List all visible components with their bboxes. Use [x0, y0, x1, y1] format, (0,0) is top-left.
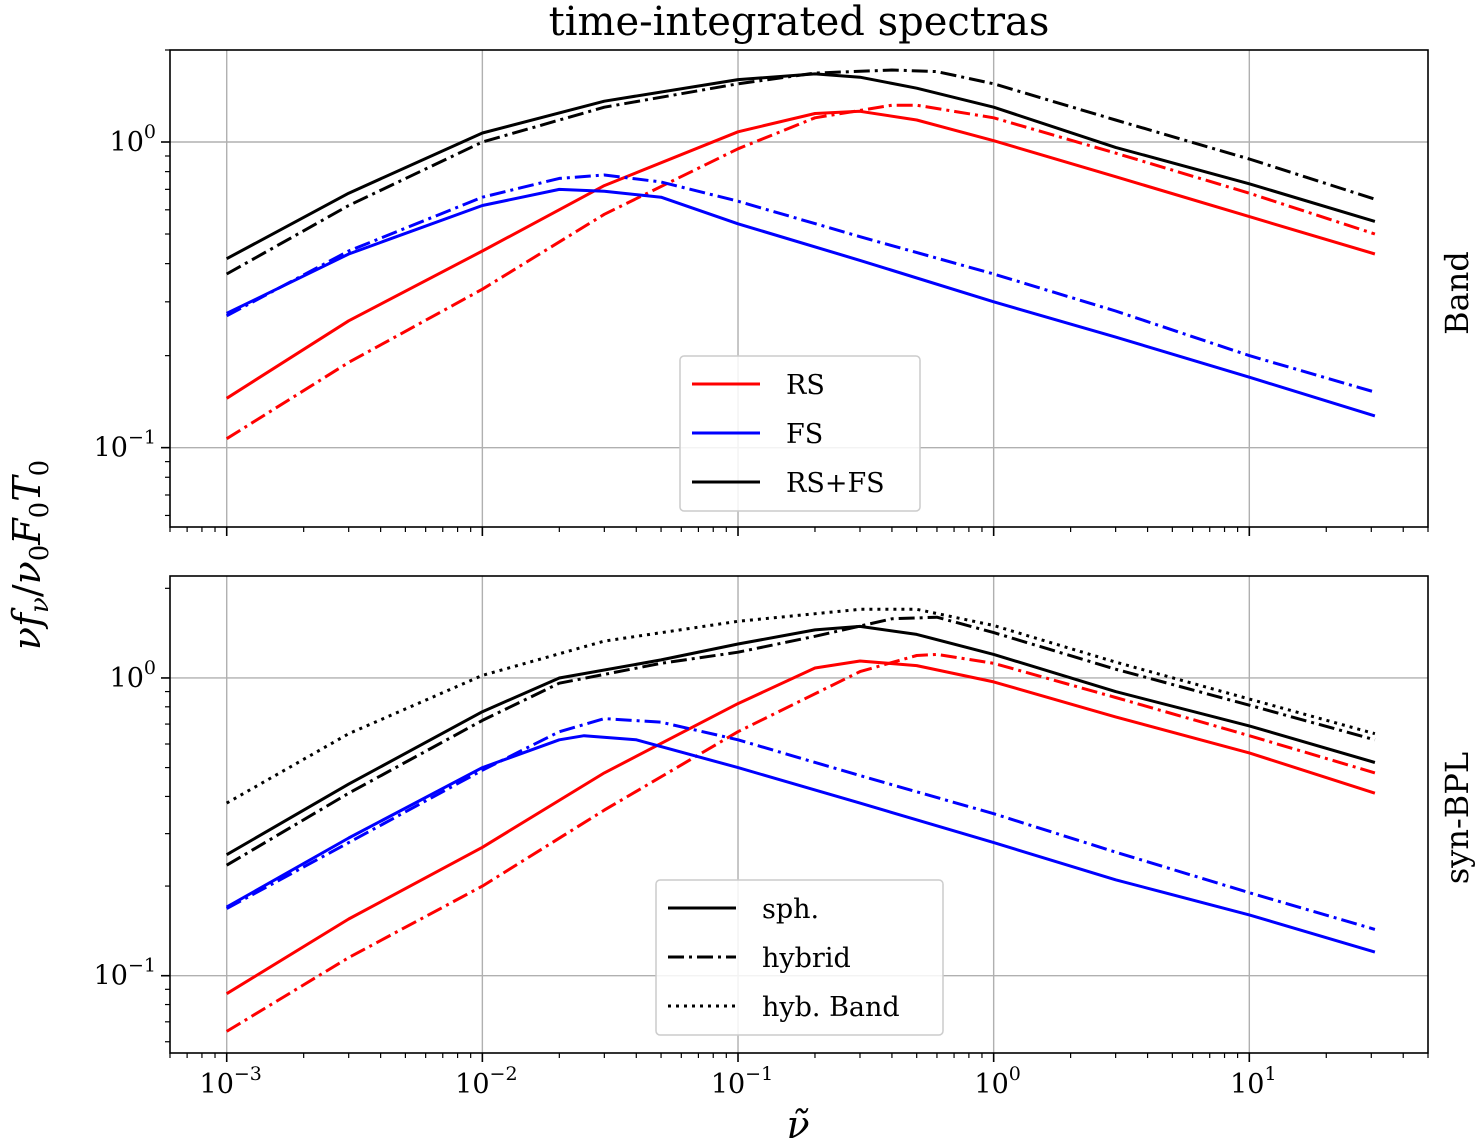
x-tick-label: 10−2	[455, 1063, 517, 1100]
chart-title: time-integrated spectras	[549, 0, 1050, 45]
y-axis-label: νfν/ν0F0T0	[5, 460, 55, 650]
series-rs-hybrid	[225, 652, 1376, 1033]
series-rs-fs-hybrid	[225, 68, 1376, 276]
panel-label: Band	[1438, 251, 1476, 335]
series-group	[225, 607, 1376, 1033]
series-group	[225, 68, 1376, 440]
legend-label: hyb. Band	[762, 992, 900, 1023]
legend-label: RS+FS	[786, 468, 885, 499]
series-fs-sph-	[225, 734, 1376, 954]
legend-label: hybrid	[762, 943, 851, 974]
legend: sph. hybrid hyb. Band	[655, 879, 944, 1036]
series-fs-hybrid	[225, 717, 1376, 931]
plot-frame	[169, 49, 1429, 528]
svg-text:νfν/ν0F0T0: νfν/ν0F0T0	[5, 460, 55, 650]
x-tick-label: 100	[974, 1063, 1020, 1100]
panel-syn-bpl: 100 10−1 10−3 10−2 10−1 100 101 syn-BPL sph. hybr…	[94, 575, 1476, 1100]
series-rs-sph-	[225, 109, 1376, 400]
y-tick-label: 100	[110, 121, 156, 158]
panel-band: 100 10−1 Band RS FS RS+FS	[94, 49, 1476, 536]
series-rs-hybrid	[225, 103, 1376, 440]
series-fs-sph-	[226, 187, 1376, 418]
plot-frame	[169, 575, 1429, 1054]
x-tick-label: 10−3	[200, 1063, 262, 1100]
legend-box	[679, 355, 921, 512]
legend-label: sph.	[762, 894, 819, 925]
series-rs-fs-sph-	[225, 72, 1376, 261]
y-tick-label: 10−1	[94, 955, 156, 992]
x-tick-label: 101	[1230, 1063, 1276, 1100]
series-rs-fs-sph-	[225, 624, 1376, 856]
y-tick-label: 100	[110, 657, 156, 694]
y-tick-label: 10−1	[94, 427, 156, 464]
series-fs-hybrid	[225, 173, 1376, 394]
panel-label: syn-BPL	[1438, 752, 1476, 884]
legend: RS FS RS+FS	[679, 355, 921, 512]
series-rs-sph-	[225, 659, 1376, 995]
legend-label: FS	[786, 419, 823, 450]
x-axis-label: ν̃	[786, 1103, 809, 1147]
legend-label: RS	[786, 370, 825, 401]
series-rs-fs-hybrid	[225, 615, 1376, 867]
series-rs-fs-hyb-band	[225, 607, 1376, 805]
x-tick-label: 10−1	[711, 1063, 773, 1100]
legend-box	[655, 879, 944, 1036]
